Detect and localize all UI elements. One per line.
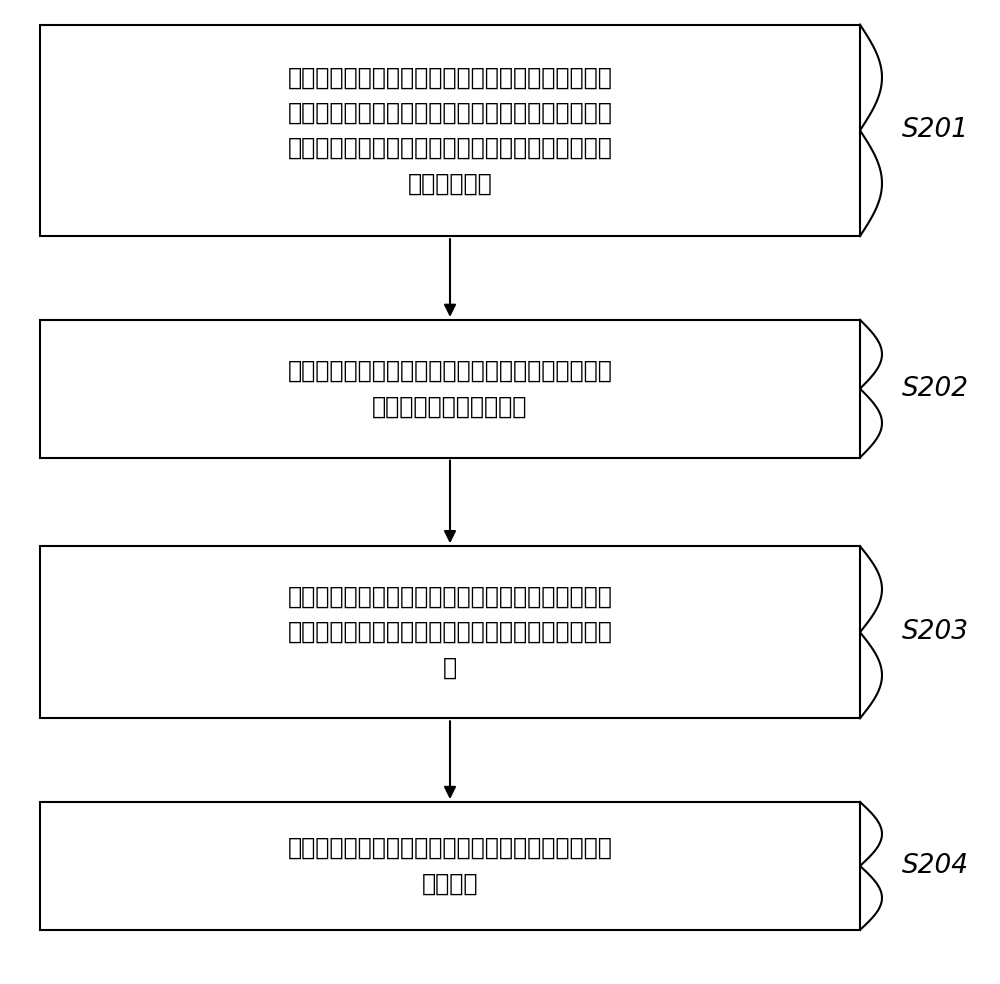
Bar <box>40 320 860 458</box>
Text: S201: S201 <box>902 117 969 144</box>
Text: S203: S203 <box>902 619 969 646</box>
Text: 基于预先获取的车辆参数和驾驶参数，计算车辆加速
度、路面附着系数和道路坡度，其中，驾驶参数至少
包括：方向盘转角、加速踏板开度，车辆参数至少包
括：当前车速: 基于预先获取的车辆参数和驾驶参数，计算车辆加速 度、路面附着系数和道路坡度，其中… <box>288 65 612 196</box>
Bar <box>40 546 860 718</box>
Text: 根据目标工作模式和驾驶车辆的车辆状态，计算扜矩
分配参数: 根据目标工作模式和驾驶车辆的车辆状态，计算扜矩 分配参数 <box>288 836 612 895</box>
Text: S204: S204 <box>902 853 969 879</box>
Text: S202: S202 <box>902 376 969 401</box>
Text: 基于车辆加速度、路面附着系数、方向盘转角和当前
车速，计算行驶稳定因子: 基于车辆加速度、路面附着系数、方向盘转角和当前 车速，计算行驶稳定因子 <box>288 359 612 418</box>
Text: 基于行驶稳定因子、加速踏板开度、当前车速、道路
坡度以及驾驶人员选取的控制模式，确定目标工作模
式: 基于行驶稳定因子、加速踏板开度、当前车速、道路 坡度以及驾驶人员选取的控制模式，… <box>288 584 612 680</box>
Bar <box>40 802 860 930</box>
Bar <box>40 25 860 236</box>
